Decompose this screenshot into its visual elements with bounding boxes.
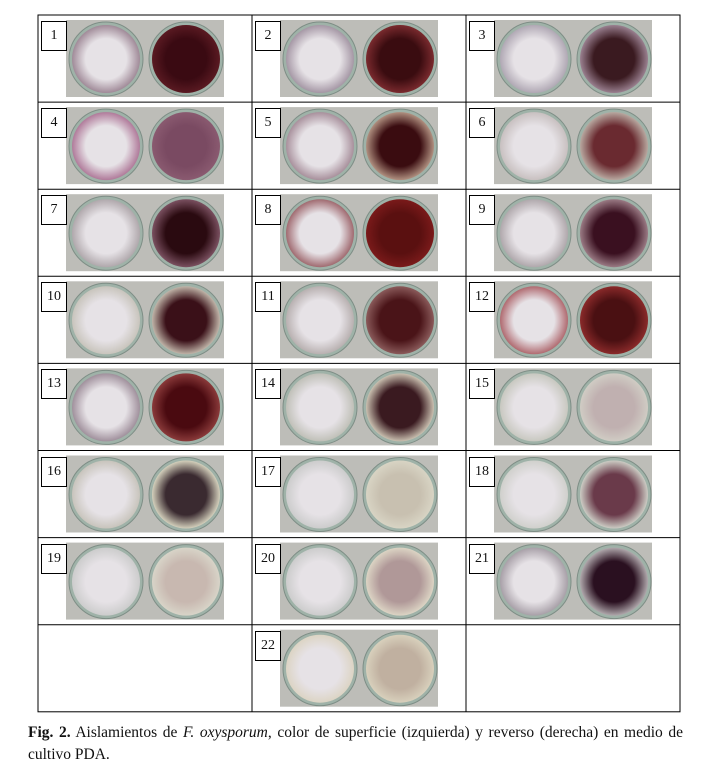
petri-dish (500, 25, 568, 93)
cell-label: 19 (41, 543, 67, 574)
petri-dish (366, 199, 434, 268)
cell-label: 15 (469, 369, 495, 400)
petri-dish (500, 199, 568, 268)
petri-dish (72, 286, 140, 355)
petri-dish (152, 112, 220, 181)
cell-label: 12 (469, 282, 495, 313)
cell-label: 17 (255, 456, 281, 487)
caption-label: Fig. 2. (28, 724, 71, 741)
petri-dish (580, 286, 648, 355)
petri-dish (286, 199, 354, 268)
petri-dish (580, 373, 648, 442)
caption-species: F. oxysporum (182, 724, 268, 741)
petri-dish (72, 373, 140, 442)
caption-rest: , color de superficie (izquierda) y reve… (28, 724, 683, 763)
petri-dish (152, 547, 220, 616)
caption: Fig. 2. Aislamientos de F. oxysporum, co… (28, 722, 683, 766)
petri-dish (72, 199, 140, 268)
petri-dish (366, 460, 434, 529)
petri-dish (500, 460, 568, 529)
petri-dish (366, 286, 434, 355)
petri-dish (580, 460, 648, 529)
petri-dish (152, 286, 220, 355)
cell-label: 11 (255, 282, 281, 313)
cell-label: 3 (469, 21, 495, 51)
petri-dish (580, 199, 648, 268)
petri-dish (580, 25, 648, 93)
cell-label: 8 (255, 195, 281, 226)
petri-dish (72, 547, 140, 616)
cell-label: 20 (255, 543, 281, 574)
petri-dish (500, 112, 568, 181)
petri-dish (366, 373, 434, 442)
caption-text: Aislamientos de (75, 724, 178, 741)
petri-dish (286, 634, 354, 703)
cell-label: 5 (255, 108, 281, 139)
cell-label: 16 (41, 456, 67, 487)
petri-dish (286, 112, 354, 181)
petri-dish (366, 25, 434, 93)
petri-dish (286, 373, 354, 442)
petri-dish (72, 460, 140, 529)
petri-dish (500, 286, 568, 355)
petri-dish (366, 547, 434, 616)
petri-dish (152, 460, 220, 529)
petri-dish (500, 373, 568, 442)
cell-label: 14 (255, 369, 281, 400)
petri-dish (366, 634, 434, 703)
cell-label: 13 (41, 369, 67, 400)
cell-label: 10 (41, 282, 67, 313)
cell-label: 18 (469, 456, 495, 487)
petri-dish (72, 25, 140, 93)
cell-label: 2 (255, 21, 281, 51)
petri-dish (286, 25, 354, 93)
petri-dish (286, 460, 354, 529)
cell-label: 6 (469, 108, 495, 139)
cell-label: 7 (41, 195, 67, 226)
petri-dish (366, 112, 434, 181)
cell-label: 1 (41, 21, 67, 51)
cell-label: 22 (255, 630, 281, 661)
petri-dish (286, 547, 354, 616)
petri-dish (72, 112, 140, 181)
petri-dish (286, 286, 354, 355)
petri-dish (580, 112, 648, 181)
petri-dish (152, 199, 220, 268)
petri-dish (152, 25, 220, 93)
petri-dish (580, 547, 648, 616)
figure-grid (37, 14, 681, 713)
cell-label: 9 (469, 195, 495, 226)
cell-label: 21 (469, 543, 495, 574)
cell-label: 4 (41, 108, 67, 139)
petri-dish (500, 547, 568, 616)
petri-dish (152, 373, 220, 442)
